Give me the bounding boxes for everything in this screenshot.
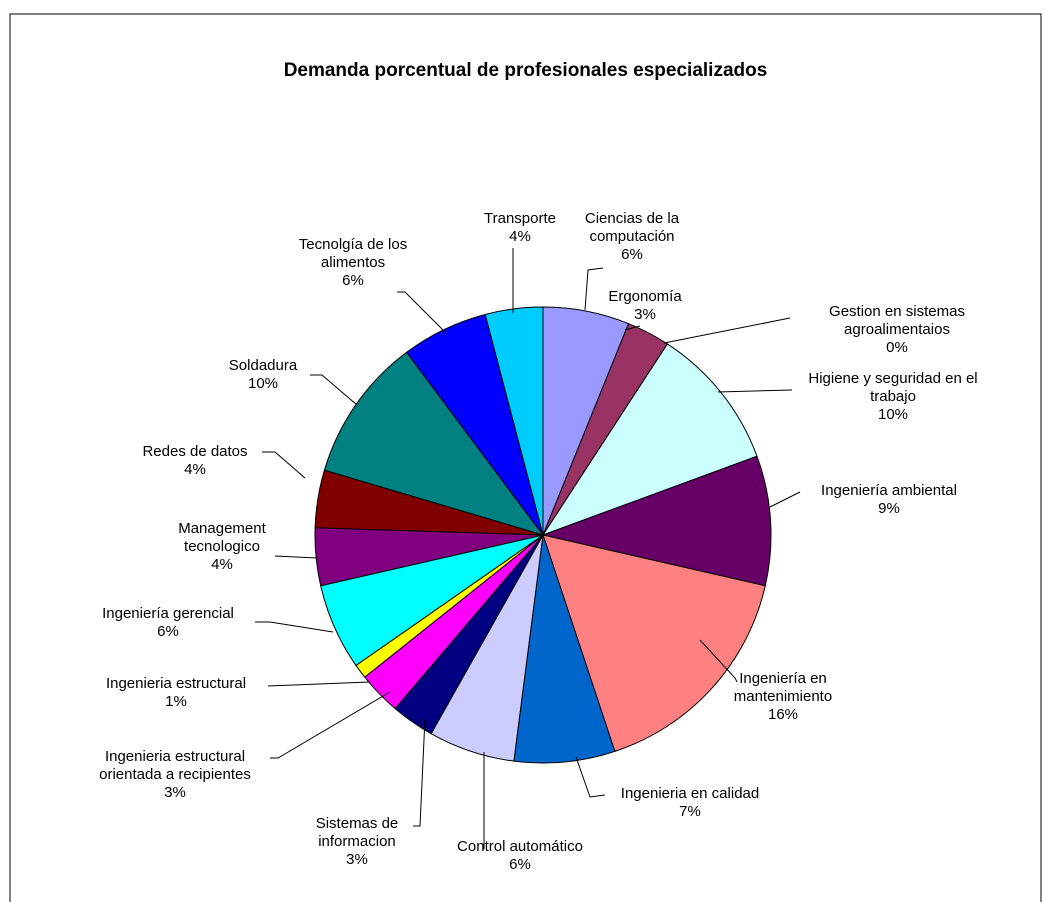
leader-line — [575, 756, 606, 798]
data-label: Ergonomía 3% — [600, 288, 690, 324]
data-label: Control automático 6% — [435, 838, 605, 874]
data-label: Ingeniería gerencial 6% — [78, 605, 258, 641]
data-label: Soldadura 10% — [213, 357, 313, 393]
leader-line — [274, 555, 318, 559]
data-label: Ingeniería en mantenimiento 16% — [723, 670, 843, 724]
label-value: 4% — [509, 228, 531, 245]
pie-slice — [513, 534, 616, 764]
data-label: Management tecnologico 4% — [157, 520, 287, 574]
chart-frame — [9, 13, 1042, 902]
label-value: 3% — [164, 784, 186, 801]
label-name: Ingeniería en mantenimiento — [733, 670, 833, 705]
label-value: 10% — [877, 406, 909, 423]
label-name: Ingeniería ambiental — [821, 482, 957, 499]
data-label: Transporte 4% — [470, 210, 570, 246]
leader-line — [262, 451, 306, 479]
label-name: Tecnolgía de los alimentos — [298, 236, 408, 271]
data-label: Ingenieria estructural 1% — [76, 675, 276, 711]
leader-line — [717, 389, 793, 393]
label-name: Management tecnologico — [178, 520, 266, 555]
data-label: Sistemas de informacion 3% — [297, 815, 417, 869]
leader-line — [413, 717, 426, 827]
label-value: 1% — [165, 693, 187, 710]
leader-line — [624, 325, 641, 331]
pie-slice — [541, 455, 772, 587]
data-label: Gestion en sistemas agroalimentaios 0% — [802, 303, 992, 357]
label-value: 3% — [634, 306, 656, 323]
label-name: Ciencias de la computación — [584, 210, 680, 245]
label-name: Control automático — [457, 838, 583, 855]
label-name: Sistemas de informacion — [315, 815, 399, 850]
pie-slice — [484, 306, 544, 536]
leader-line — [255, 621, 334, 633]
label-name: Higiene y seguridad en el trabajo — [808, 370, 978, 405]
data-label: Ingeniería ambiental 9% — [794, 482, 984, 518]
label-value: 10% — [247, 375, 279, 392]
leader-line — [397, 291, 446, 333]
label-value: 0% — [886, 339, 908, 356]
label-value: 7% — [679, 803, 701, 820]
label-name: Ingenieria estructural orientada a recip… — [99, 748, 251, 783]
label-name: Ingenieria estructural — [105, 675, 247, 692]
data-label: Ciencias de la computación 6% — [567, 210, 697, 264]
label-name: Ingenieria en calidad — [620, 785, 760, 802]
label-name: Soldadura — [228, 357, 298, 374]
data-label: Higiene y seguridad en el trabajo 10% — [788, 370, 998, 424]
chart-title: Demanda porcentual de profesionales espe… — [283, 60, 768, 81]
label-value: 6% — [157, 623, 179, 640]
label-name: Transporte — [484, 210, 556, 227]
leader-line — [584, 267, 604, 311]
label-value: 16% — [767, 706, 799, 723]
pie-slice — [541, 343, 758, 536]
label-value: 9% — [878, 500, 900, 517]
label-value: 6% — [621, 246, 643, 263]
label-value: 4% — [211, 556, 233, 573]
label-value: 6% — [509, 856, 531, 873]
label-value: 6% — [342, 272, 364, 289]
label-name: Ingeniería gerencial — [102, 605, 234, 622]
leader-line — [267, 681, 371, 687]
label-name: Ergonomía — [608, 288, 682, 305]
leader-line — [270, 691, 391, 759]
leader-line — [663, 317, 791, 344]
leader-line — [310, 374, 358, 406]
label-value: 4% — [184, 461, 206, 478]
leader-line — [769, 491, 801, 508]
data-label: Ingenieria en calidad 7% — [595, 785, 785, 821]
label-name: Redes de datos — [142, 443, 248, 460]
leader-line — [699, 639, 738, 683]
pie-slice — [542, 534, 766, 753]
data-label: Redes de datos 4% — [120, 443, 270, 479]
label-name: Gestion en sistemas agroalimentaios — [829, 303, 965, 338]
label-value: 3% — [346, 851, 368, 868]
data-label: Ingenieria estructural orientada a recip… — [75, 748, 275, 802]
data-label: Tecnolgía de los alimentos 6% — [268, 236, 438, 290]
